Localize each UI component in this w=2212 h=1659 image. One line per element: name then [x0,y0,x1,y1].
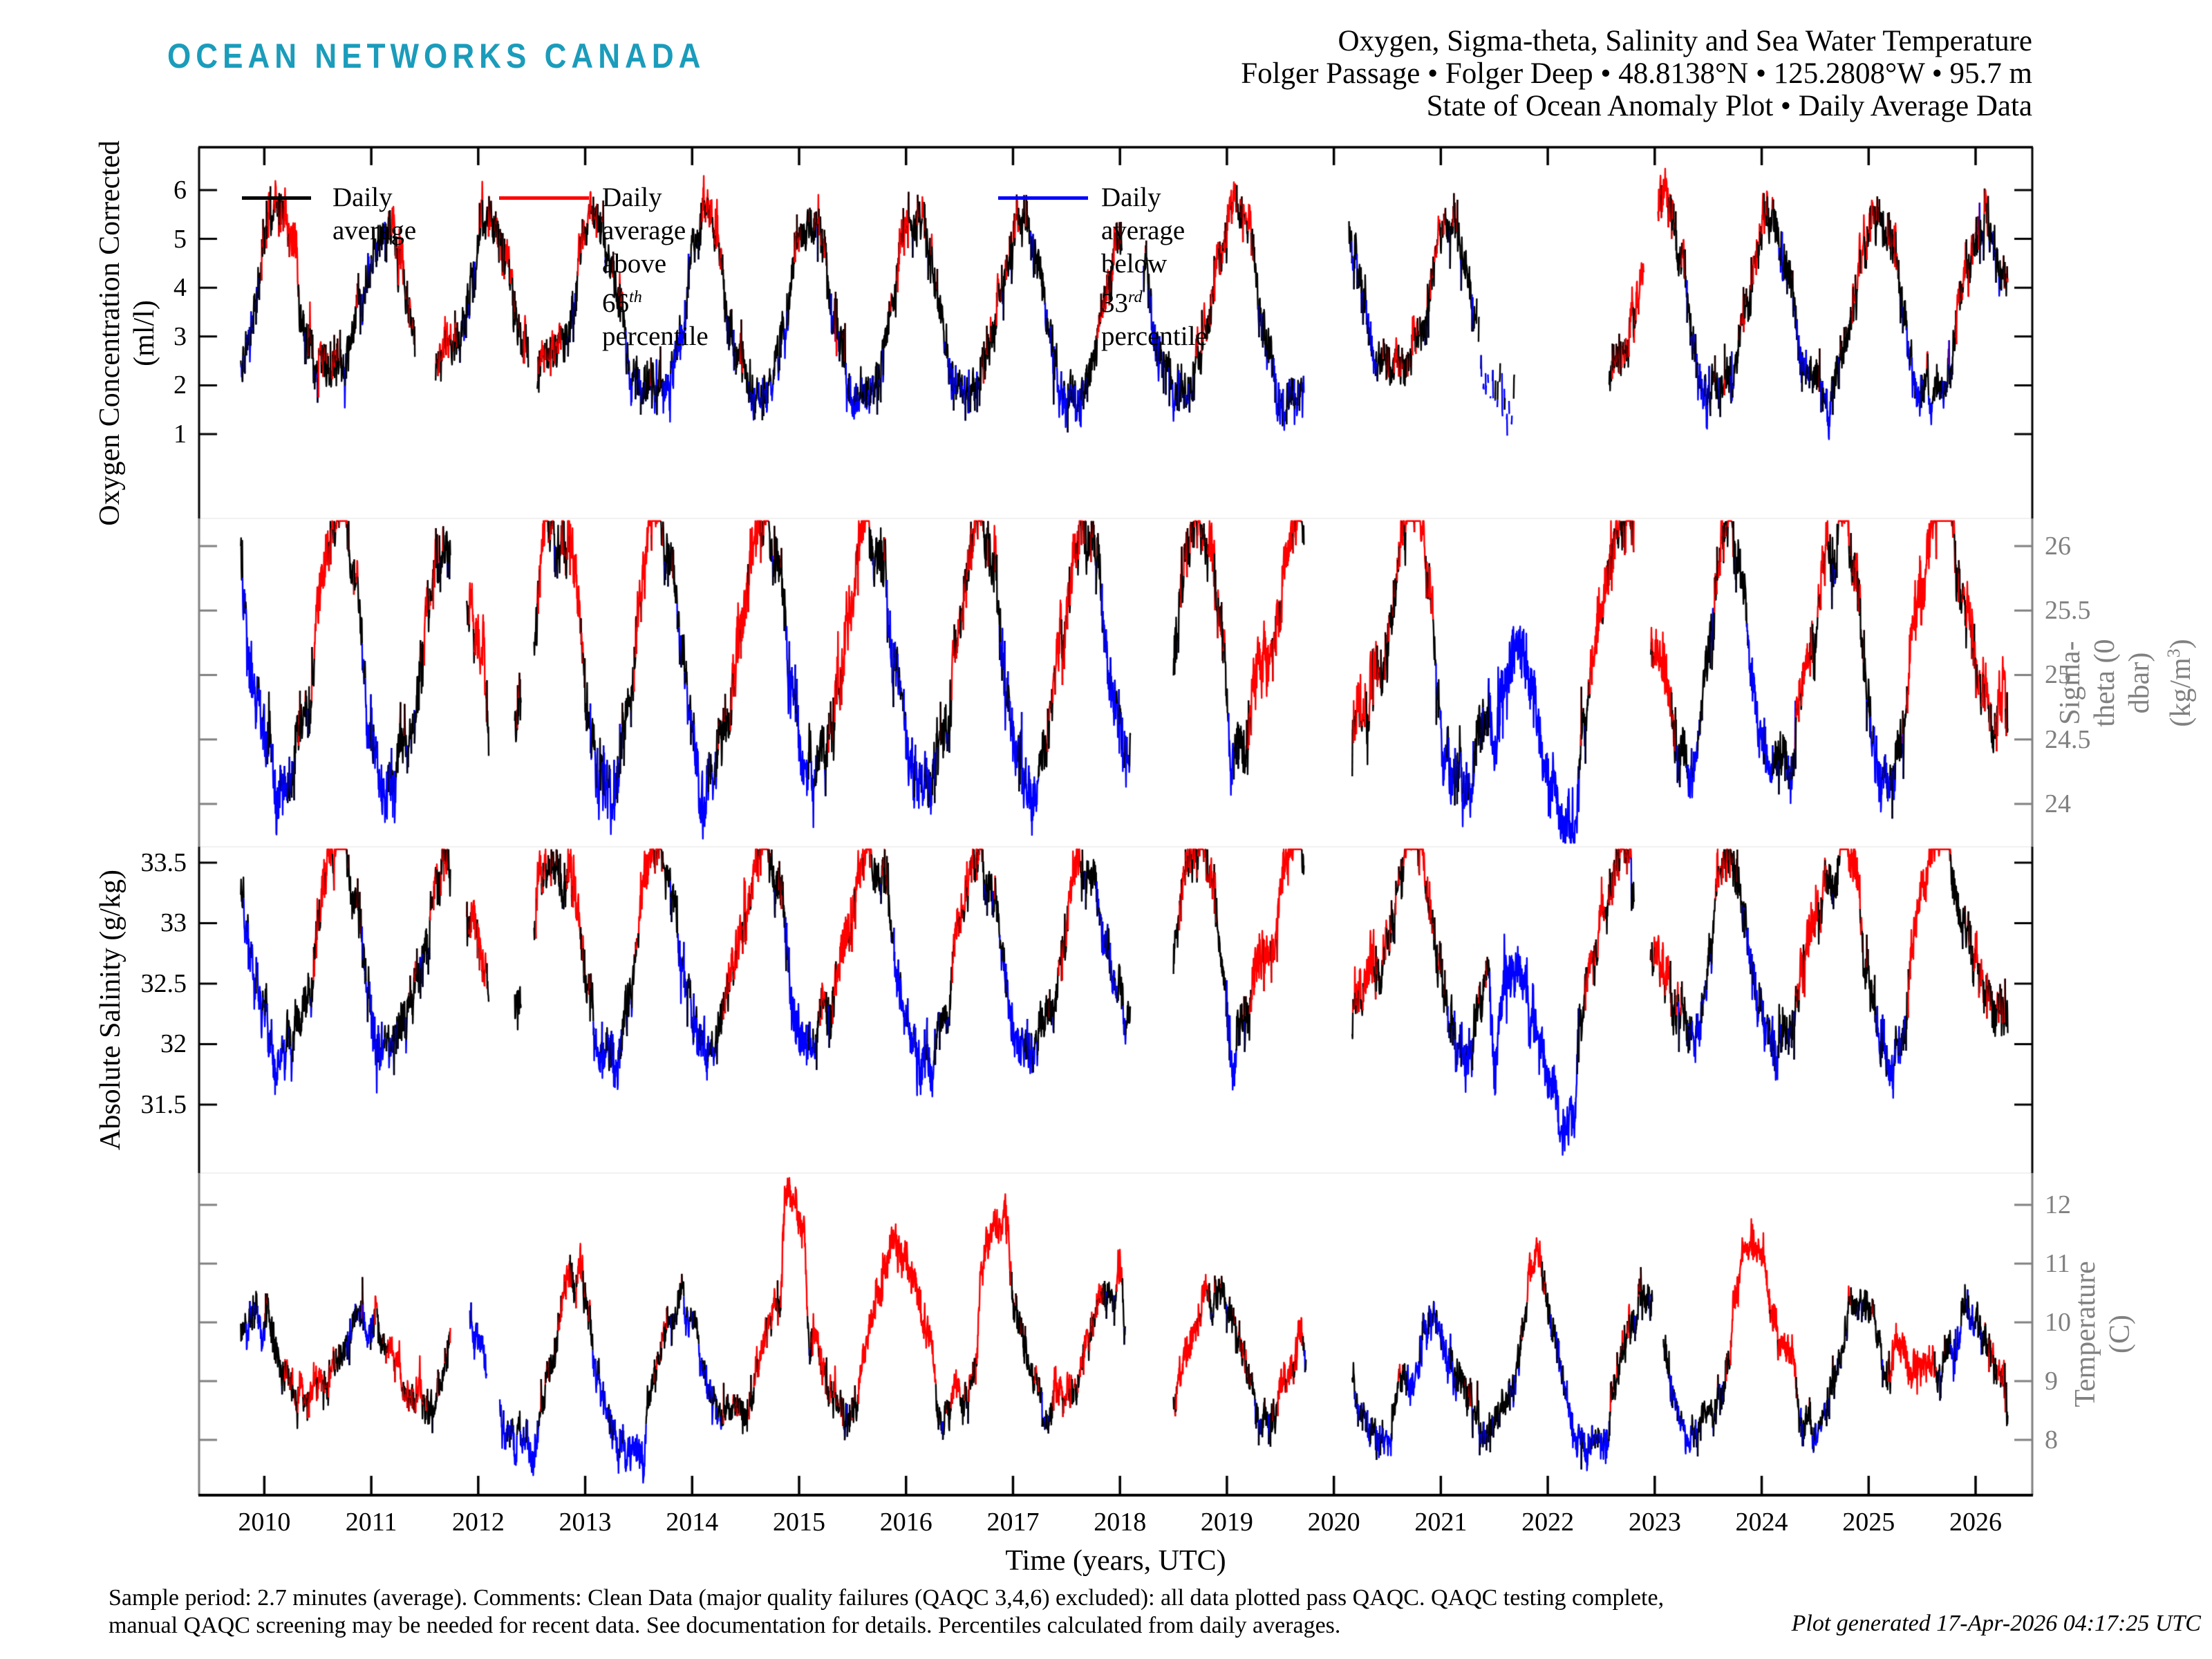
xtick-2013: 2013 [559,1508,612,1537]
legend-label-below: Daily average below 33rd percentile [1101,182,1208,351]
ytick-sigma-theta-25: 25 [2045,660,2071,690]
ytick-oxygen-3: 3 [174,321,187,351]
plot-title: Oxygen, Sigma-theta, Salinity and Sea Wa… [1241,25,2032,122]
y-axis-title-sigma-theta: Sigma-theta (0 dbar) (kg/m3) [2054,638,2197,727]
ytick-sigma-theta-24.5: 24.5 [2045,724,2091,754]
ytick-oxygen-5: 5 [174,224,187,254]
y-axis-title-salinity: Absolute Salinity (g/kg) [95,870,126,1150]
legend-label-above: Daily average above 66th percentile [602,182,709,351]
onc-logo: OCEAN NETWORKS CANADA [167,37,706,75]
ytick-oxygen-4: 4 [174,273,187,303]
legend-label-daily: Daily average [332,182,417,245]
ytick-temperature-10: 10 [2045,1307,2071,1337]
ytick-oxygen-1: 1 [174,419,187,449]
legend-line-sample-below [998,196,1088,200]
ytick-sigma-theta-25.5: 25.5 [2045,596,2091,626]
ytick-salinity-32.5: 32.5 [140,968,187,998]
legend-line-sample-above [499,196,589,200]
title-line-location: Folger Passage • Folger Deep • 48.8138°N… [1241,57,2032,90]
title-line-variables: Oxygen, Sigma-theta, Salinity and Sea Wa… [1338,25,2032,57]
legend-line-sample-daily [242,196,311,200]
footer-comments: Sample period: 2.7 minutes (average). Co… [109,1584,1664,1640]
xtick-2025: 2025 [1842,1508,1895,1537]
xtick-2020: 2020 [1307,1508,1360,1537]
xtick-2017: 2017 [986,1508,1040,1537]
ytick-oxygen-2: 2 [174,371,187,400]
ytick-salinity-31.5: 31.5 [140,1089,187,1119]
ytick-temperature-12: 12 [2045,1190,2071,1219]
ytick-sigma-theta-24: 24 [2045,789,2071,819]
xtick-2023: 2023 [1628,1508,1681,1537]
xtick-2015: 2015 [773,1508,825,1537]
y-axis-title-oxygen: Oxygen Concentration Corrected (ml/l) [94,140,160,526]
ytick-temperature-9: 9 [2045,1367,2058,1396]
plot-generated-timestamp: Plot generated 17-Apr-2026 04:17:25 UTC [1791,1611,2201,1636]
ytick-temperature-8: 8 [2045,1425,2058,1454]
ytick-salinity-32: 32 [160,1029,187,1059]
xtick-2016: 2016 [879,1508,932,1537]
ytick-salinity-33: 33 [160,908,187,938]
xtick-2026: 2026 [1949,1508,2002,1537]
title-line-plot-type: State of Ocean Anomaly Plot • Daily Aver… [1426,90,2032,122]
xtick-2014: 2014 [666,1508,719,1537]
xtick-2022: 2022 [1521,1508,1575,1537]
ytick-oxygen-6: 6 [174,175,187,205]
xtick-2018: 2018 [1094,1508,1147,1537]
y-axis-title-temperature: Temperature (C) [2070,1261,2136,1407]
footer-line-1: Sample period: 2.7 minutes (average). Co… [109,1585,1665,1611]
ytick-sigma-theta-26: 26 [2045,531,2071,561]
xtick-2012: 2012 [451,1508,505,1537]
xtick-2021: 2021 [1414,1508,1468,1537]
xtick-2019: 2019 [1200,1508,1253,1537]
footer-line-2: manual QAQC screening may be needed for … [109,1613,1341,1638]
xtick-2010: 2010 [238,1508,291,1537]
x-axis-title: Time (years, UTC) [1005,1545,1226,1577]
xtick-2024: 2024 [1735,1508,1788,1537]
ytick-salinity-33.5: 33.5 [140,847,187,877]
xtick-2011: 2011 [345,1508,397,1537]
ytick-temperature-11: 11 [2045,1248,2070,1278]
